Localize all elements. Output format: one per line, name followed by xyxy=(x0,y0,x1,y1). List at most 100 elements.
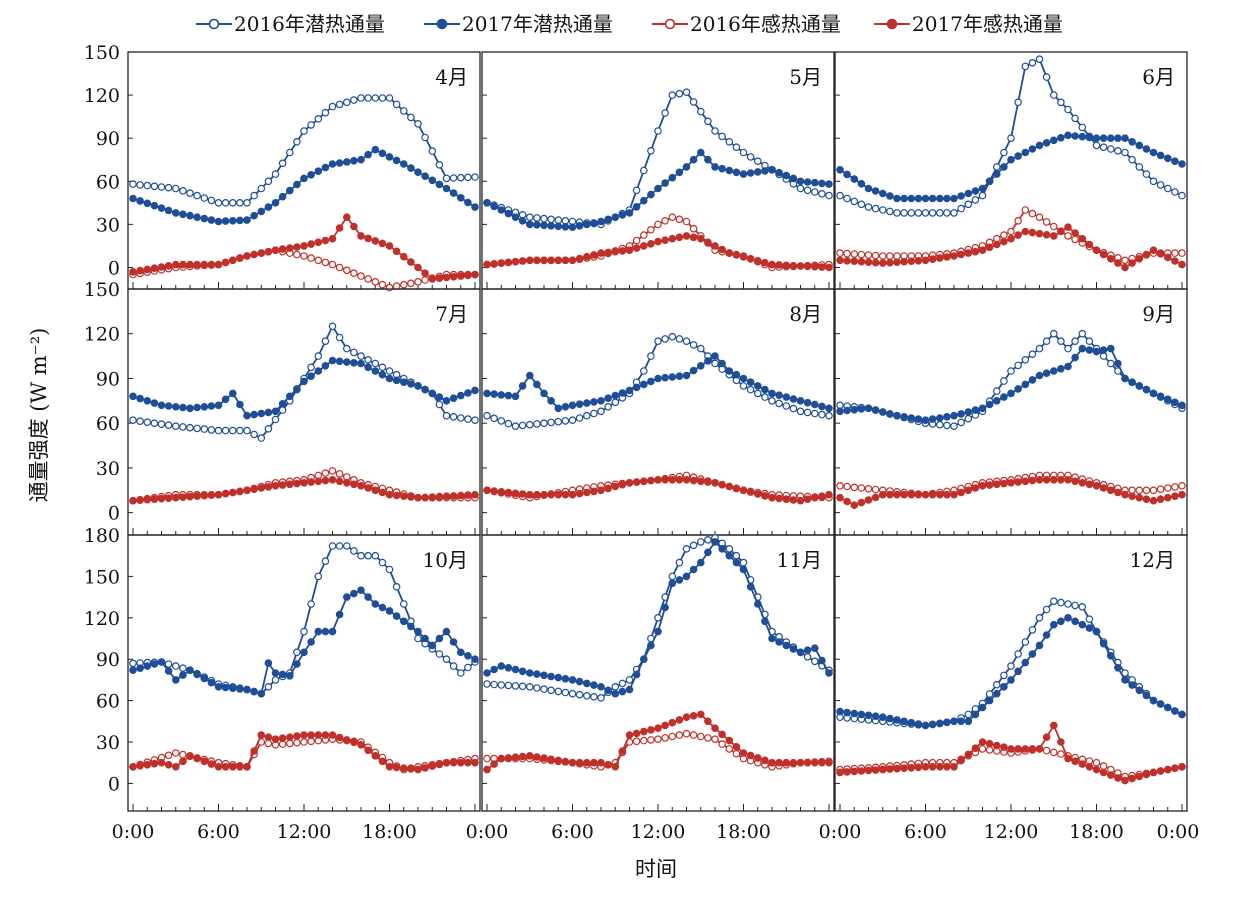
data-point xyxy=(836,493,844,502)
data-point xyxy=(647,190,655,199)
data-point xyxy=(836,191,844,200)
data-point xyxy=(179,403,187,412)
data-point xyxy=(179,187,187,195)
data-point xyxy=(285,739,294,748)
data-point xyxy=(435,180,444,189)
data-point xyxy=(554,756,563,765)
data-point xyxy=(497,487,506,496)
data-point xyxy=(668,234,677,243)
data-point xyxy=(364,593,372,601)
data-point xyxy=(843,406,851,415)
data-point xyxy=(950,717,958,726)
data-point xyxy=(857,710,866,719)
data-point xyxy=(442,411,451,420)
data-point xyxy=(540,256,548,265)
data-point xyxy=(803,758,812,767)
data-point xyxy=(864,184,873,193)
data-point xyxy=(464,173,472,182)
data-point xyxy=(328,731,337,739)
data-point xyxy=(639,736,648,745)
data-point xyxy=(172,260,180,269)
data-point xyxy=(618,247,627,255)
data-point xyxy=(871,485,880,494)
data-point xyxy=(464,198,472,207)
data-point xyxy=(540,671,548,680)
data-point xyxy=(971,187,980,195)
data-point xyxy=(392,612,401,620)
data-point xyxy=(675,558,684,567)
data-point xyxy=(618,687,627,696)
series-le2016 xyxy=(836,597,1186,730)
data-point xyxy=(321,469,330,477)
data-point xyxy=(775,391,783,400)
data-point xyxy=(654,220,662,229)
data-point xyxy=(1149,768,1158,777)
data-point xyxy=(229,426,237,435)
data-point xyxy=(568,689,577,698)
data-point xyxy=(547,686,555,695)
data-point xyxy=(257,484,266,492)
data-point xyxy=(914,256,923,265)
data-point xyxy=(307,638,315,646)
data-point xyxy=(618,211,627,219)
data-point xyxy=(186,404,194,413)
data-point xyxy=(307,363,315,372)
data-point xyxy=(407,279,415,288)
data-point xyxy=(157,401,166,410)
data-point xyxy=(964,189,973,198)
data-point xyxy=(871,187,880,195)
data-point xyxy=(978,745,987,753)
data-point xyxy=(236,685,244,693)
data-point xyxy=(825,404,833,413)
data-point xyxy=(1028,650,1037,658)
data-point xyxy=(428,493,437,501)
data-point xyxy=(172,762,180,771)
data-point xyxy=(943,253,951,261)
data-point xyxy=(1128,492,1136,501)
data-point xyxy=(1142,250,1151,259)
data-point xyxy=(172,422,180,431)
data-point xyxy=(739,170,748,178)
data-point xyxy=(682,371,691,380)
data-point xyxy=(518,382,527,390)
data-point xyxy=(357,272,365,280)
data-point xyxy=(471,203,479,211)
data-point xyxy=(150,399,159,407)
data-point xyxy=(1042,369,1051,378)
data-point xyxy=(321,627,330,636)
data-point xyxy=(456,194,465,202)
data-point xyxy=(221,683,230,692)
y-tick-label: 0 xyxy=(108,773,120,795)
data-point xyxy=(725,367,734,375)
series-h2017 xyxy=(836,475,1186,510)
data-point xyxy=(796,496,805,505)
data-point xyxy=(718,740,726,748)
data-point xyxy=(385,374,394,383)
data-point xyxy=(647,641,655,650)
data-point xyxy=(164,421,173,430)
data-point xyxy=(264,424,273,433)
data-point xyxy=(718,544,726,553)
data-point xyxy=(236,216,244,225)
y-tick-label: 60 xyxy=(96,171,120,193)
data-point xyxy=(307,372,315,381)
data-point xyxy=(314,477,323,486)
data-point xyxy=(164,206,173,215)
data-point xyxy=(278,406,287,414)
data-point xyxy=(886,714,894,723)
panel-month-label: 8月 xyxy=(789,302,822,326)
data-point xyxy=(611,482,620,491)
data-point xyxy=(810,493,819,502)
data-point xyxy=(928,720,937,729)
data-point xyxy=(342,213,351,222)
data-point xyxy=(164,667,173,675)
data-point xyxy=(625,209,634,217)
data-point xyxy=(293,738,301,747)
y-tick-label: 150 xyxy=(84,42,120,64)
data-point xyxy=(1028,145,1037,153)
data-point xyxy=(378,370,387,379)
data-point xyxy=(1178,249,1186,257)
data-point xyxy=(525,751,534,760)
data-point xyxy=(782,641,791,650)
